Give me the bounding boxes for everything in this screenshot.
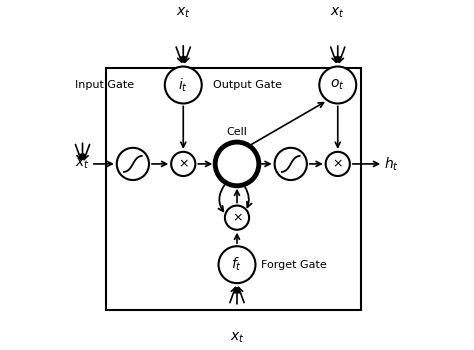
Text: $x_t$: $x_t$: [75, 157, 90, 171]
Text: $o_t$: $o_t$: [330, 78, 345, 92]
Circle shape: [219, 246, 255, 283]
FancyArrowPatch shape: [245, 187, 252, 207]
Text: $x_t$: $x_t$: [330, 5, 345, 20]
Text: $f_t$: $f_t$: [231, 256, 243, 273]
Text: $\times$: $\times$: [178, 158, 189, 170]
Circle shape: [319, 66, 356, 104]
Text: Forget Gate: Forget Gate: [261, 260, 326, 270]
Text: $i_t$: $i_t$: [178, 76, 188, 94]
Text: Output Gate: Output Gate: [213, 80, 283, 90]
Circle shape: [171, 152, 195, 176]
Text: $\times$: $\times$: [332, 158, 343, 170]
Text: Cell: Cell: [227, 127, 247, 137]
Circle shape: [215, 142, 259, 186]
Circle shape: [326, 152, 350, 176]
Circle shape: [274, 148, 307, 180]
Text: $x_t$: $x_t$: [176, 5, 191, 20]
FancyBboxPatch shape: [106, 68, 361, 310]
Circle shape: [165, 66, 202, 104]
FancyArrowPatch shape: [219, 185, 224, 211]
Circle shape: [225, 205, 249, 230]
Text: $\times$: $\times$: [232, 211, 242, 224]
Text: $h_t$: $h_t$: [384, 155, 399, 173]
Text: Input Gate: Input Gate: [75, 80, 135, 90]
Text: $x_t$: $x_t$: [229, 330, 245, 344]
Circle shape: [117, 148, 149, 180]
